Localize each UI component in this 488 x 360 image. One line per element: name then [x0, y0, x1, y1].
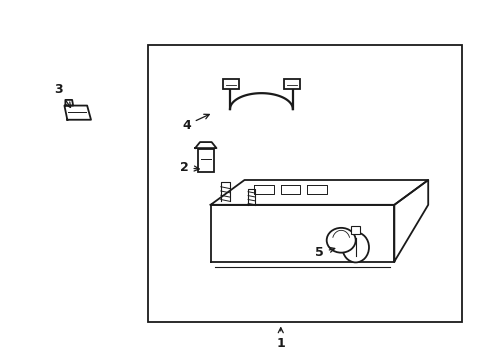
- Ellipse shape: [326, 228, 355, 253]
- FancyBboxPatch shape: [223, 80, 238, 89]
- Bar: [350, 226, 359, 234]
- Text: 1: 1: [276, 328, 285, 350]
- Polygon shape: [64, 105, 91, 120]
- Bar: [147, 45, 461, 322]
- Polygon shape: [65, 100, 73, 105]
- Polygon shape: [393, 180, 427, 261]
- Polygon shape: [254, 185, 273, 194]
- FancyBboxPatch shape: [197, 149, 214, 172]
- Text: 3: 3: [54, 83, 70, 107]
- FancyBboxPatch shape: [284, 80, 299, 89]
- Polygon shape: [210, 205, 393, 261]
- Polygon shape: [210, 180, 427, 205]
- Polygon shape: [280, 185, 300, 194]
- Text: 4: 4: [182, 114, 209, 131]
- Polygon shape: [229, 86, 292, 109]
- Text: 5: 5: [314, 246, 334, 259]
- Text: 2: 2: [179, 161, 199, 174]
- Polygon shape: [195, 142, 216, 148]
- Ellipse shape: [342, 232, 368, 262]
- Polygon shape: [307, 185, 326, 194]
